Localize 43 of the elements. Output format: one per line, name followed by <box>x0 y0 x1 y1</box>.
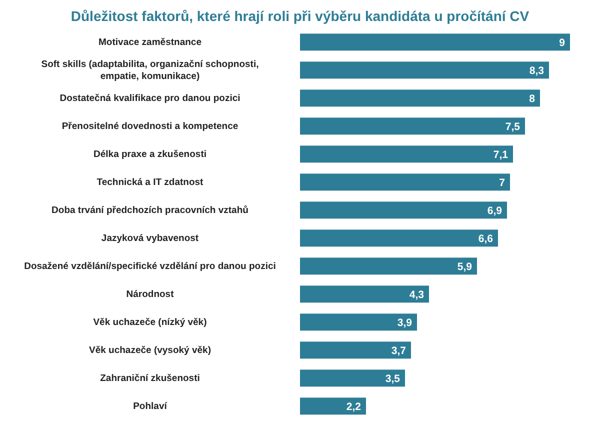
chart-title: Důležitost faktorů, které hrají roli při výběru kandidáta u pročítání CV <box>70 7 530 24</box>
data-label: 7,1 <box>493 148 508 161</box>
data-label: 6,6 <box>478 232 494 245</box>
y-tick-label: Národnost <box>126 288 175 300</box>
y-tick-label: Motivace zaměstnance <box>98 36 202 48</box>
y-tick-label: Dostatečná kvalifikace pro danou pozici <box>60 92 240 104</box>
y-tick-label: Doba trvání předchozích pracovních vztahů <box>52 204 249 216</box>
bar <box>300 286 429 303</box>
y-tick-label: Věk uchazeče (vysoký věk) <box>89 344 211 356</box>
data-label: 5,9 <box>457 260 472 273</box>
bar <box>300 314 417 331</box>
data-label: 3,7 <box>391 344 406 357</box>
data-label: 6,9 <box>487 204 502 217</box>
bar <box>300 118 525 135</box>
data-label: 8,3 <box>529 64 544 77</box>
data-label: 3,5 <box>385 372 400 385</box>
data-label: 7 <box>499 176 506 189</box>
data-label: 2,2 <box>346 400 362 413</box>
y-tick-label: Dosažené vzdělání/specifické vzdělání pro danou pozici <box>24 260 276 272</box>
data-label: 8 <box>529 92 536 105</box>
bar <box>300 398 366 415</box>
y-tick-label: Délka praxe a zkušenosti <box>94 148 206 160</box>
data-label: 3,9 <box>397 316 412 329</box>
data-label: 9 <box>559 36 566 49</box>
bar <box>300 342 411 359</box>
bar <box>300 34 570 51</box>
bar <box>300 174 510 191</box>
y-tick-label: Technická a IT zdatnost <box>96 176 204 188</box>
bar <box>300 370 405 387</box>
data-label: 7,5 <box>505 120 520 133</box>
bar <box>300 202 507 219</box>
y-tick-label: Pohlaví <box>133 400 168 412</box>
bar <box>300 62 549 79</box>
bar <box>300 90 540 107</box>
bar <box>300 230 498 247</box>
bar <box>300 146 513 163</box>
y-tick-label: Jazyková vybavenost <box>101 232 200 244</box>
bar <box>300 258 477 275</box>
y-tick-label: Zahraniční zkušenosti <box>100 372 200 384</box>
y-tick-label: Soft skills (adaptabilita, organizační schopnosti, empatie, komunikace) <box>41 58 259 82</box>
data-label: 4,3 <box>409 288 424 301</box>
y-tick-label: Věk uchazeče (nízký věk) <box>93 316 207 328</box>
y-tick-label: Přenositelné dovednosti a kompetence <box>62 120 238 132</box>
